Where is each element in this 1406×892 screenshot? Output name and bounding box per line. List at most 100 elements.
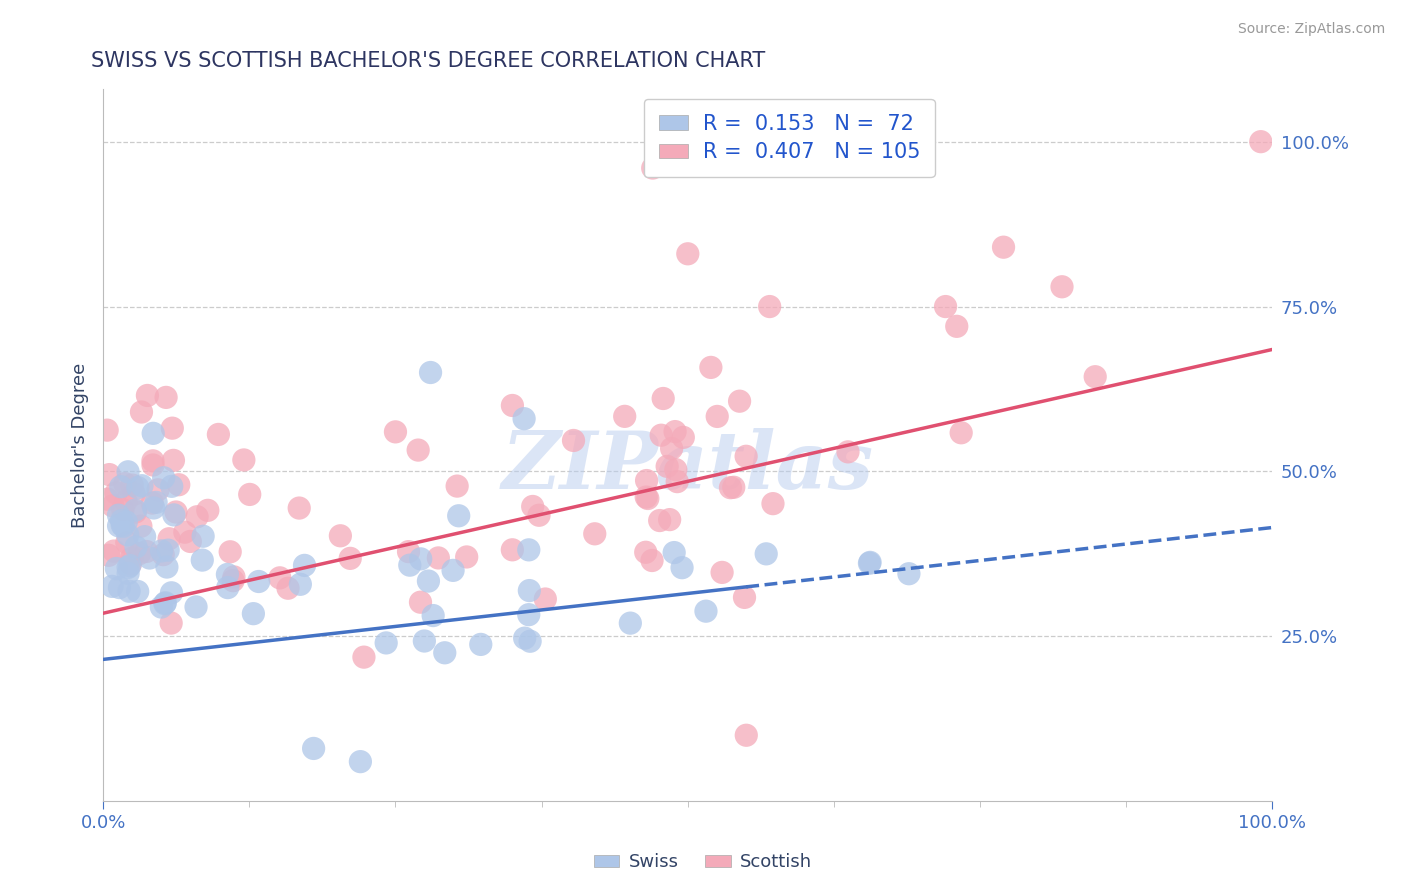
Point xyxy=(219,545,242,559)
Point xyxy=(664,425,686,439)
Point xyxy=(122,487,145,501)
Point xyxy=(155,596,177,610)
Point xyxy=(242,607,264,621)
Point xyxy=(165,505,187,519)
Text: Source: ZipAtlas.com: Source: ZipAtlas.com xyxy=(1237,22,1385,37)
Point xyxy=(125,540,148,554)
Point xyxy=(762,497,785,511)
Point xyxy=(422,608,444,623)
Point xyxy=(945,319,967,334)
Point xyxy=(562,434,585,448)
Point xyxy=(859,555,882,569)
Point xyxy=(375,636,398,650)
Point xyxy=(120,557,142,571)
Point xyxy=(232,453,254,467)
Point xyxy=(155,391,177,405)
Point xyxy=(138,551,160,566)
Point xyxy=(115,515,138,529)
Point xyxy=(758,300,780,314)
Point xyxy=(406,443,429,458)
Point xyxy=(142,454,165,468)
Point xyxy=(1084,369,1107,384)
Point xyxy=(950,425,973,440)
Point xyxy=(96,423,118,437)
Point xyxy=(121,478,143,492)
Point xyxy=(329,529,352,543)
Point xyxy=(418,574,440,588)
Point xyxy=(666,475,689,489)
Legend: Swiss, Scottish: Swiss, Scottish xyxy=(586,847,820,879)
Point xyxy=(662,545,685,559)
Point xyxy=(384,425,406,439)
Point xyxy=(184,599,207,614)
Point xyxy=(519,634,541,648)
Point xyxy=(728,394,751,409)
Point xyxy=(111,514,134,528)
Point xyxy=(162,421,184,435)
Point xyxy=(650,428,672,442)
Text: ZIPatlas: ZIPatlas xyxy=(502,427,875,505)
Point xyxy=(121,551,143,566)
Point xyxy=(101,579,124,593)
Point xyxy=(191,553,214,567)
Point xyxy=(114,476,136,491)
Point xyxy=(269,571,291,585)
Point xyxy=(117,560,139,574)
Point xyxy=(118,558,141,573)
Point xyxy=(636,490,658,504)
Point xyxy=(124,503,146,517)
Point xyxy=(105,486,128,500)
Point xyxy=(97,549,120,563)
Point xyxy=(661,442,683,456)
Point xyxy=(111,502,134,516)
Point xyxy=(1050,279,1073,293)
Point xyxy=(142,500,165,515)
Point xyxy=(527,508,550,523)
Point xyxy=(735,450,758,464)
Point xyxy=(413,634,436,648)
Point xyxy=(96,492,118,507)
Point xyxy=(648,514,671,528)
Point xyxy=(652,392,675,406)
Point xyxy=(470,637,492,651)
Point xyxy=(111,517,134,532)
Point xyxy=(501,542,523,557)
Point xyxy=(217,581,239,595)
Point xyxy=(398,544,420,558)
Point xyxy=(117,528,139,542)
Point xyxy=(191,529,214,543)
Point xyxy=(277,581,299,595)
Point xyxy=(157,543,180,558)
Point xyxy=(173,525,195,540)
Point xyxy=(398,558,420,573)
Point xyxy=(290,577,312,591)
Point xyxy=(115,535,138,549)
Point xyxy=(427,550,450,565)
Text: SWISS VS SCOTTISH BACHELOR'S DEGREE CORRELATION CHART: SWISS VS SCOTTISH BACHELOR'S DEGREE CORR… xyxy=(91,51,766,70)
Point xyxy=(197,503,219,517)
Point xyxy=(419,366,441,380)
Point xyxy=(641,553,664,567)
Point xyxy=(118,584,141,599)
Point xyxy=(124,505,146,519)
Legend: R =  0.153   N =  72, R =  0.407   N = 105: R = 0.153 N = 72, R = 0.407 N = 105 xyxy=(644,99,935,177)
Y-axis label: Bachelor's Degree: Bachelor's Degree xyxy=(72,362,89,528)
Point xyxy=(441,563,464,577)
Point xyxy=(134,530,156,544)
Point xyxy=(207,427,229,442)
Point xyxy=(179,534,201,549)
Point xyxy=(222,574,245,588)
Point xyxy=(446,479,468,493)
Point xyxy=(115,494,138,508)
Point xyxy=(160,479,183,493)
Point xyxy=(129,519,152,533)
Point xyxy=(101,499,124,513)
Point xyxy=(613,409,636,424)
Point xyxy=(288,501,311,516)
Point xyxy=(993,240,1015,254)
Point xyxy=(156,560,179,574)
Point xyxy=(935,300,957,314)
Point xyxy=(409,552,432,566)
Point xyxy=(217,567,239,582)
Point xyxy=(700,360,723,375)
